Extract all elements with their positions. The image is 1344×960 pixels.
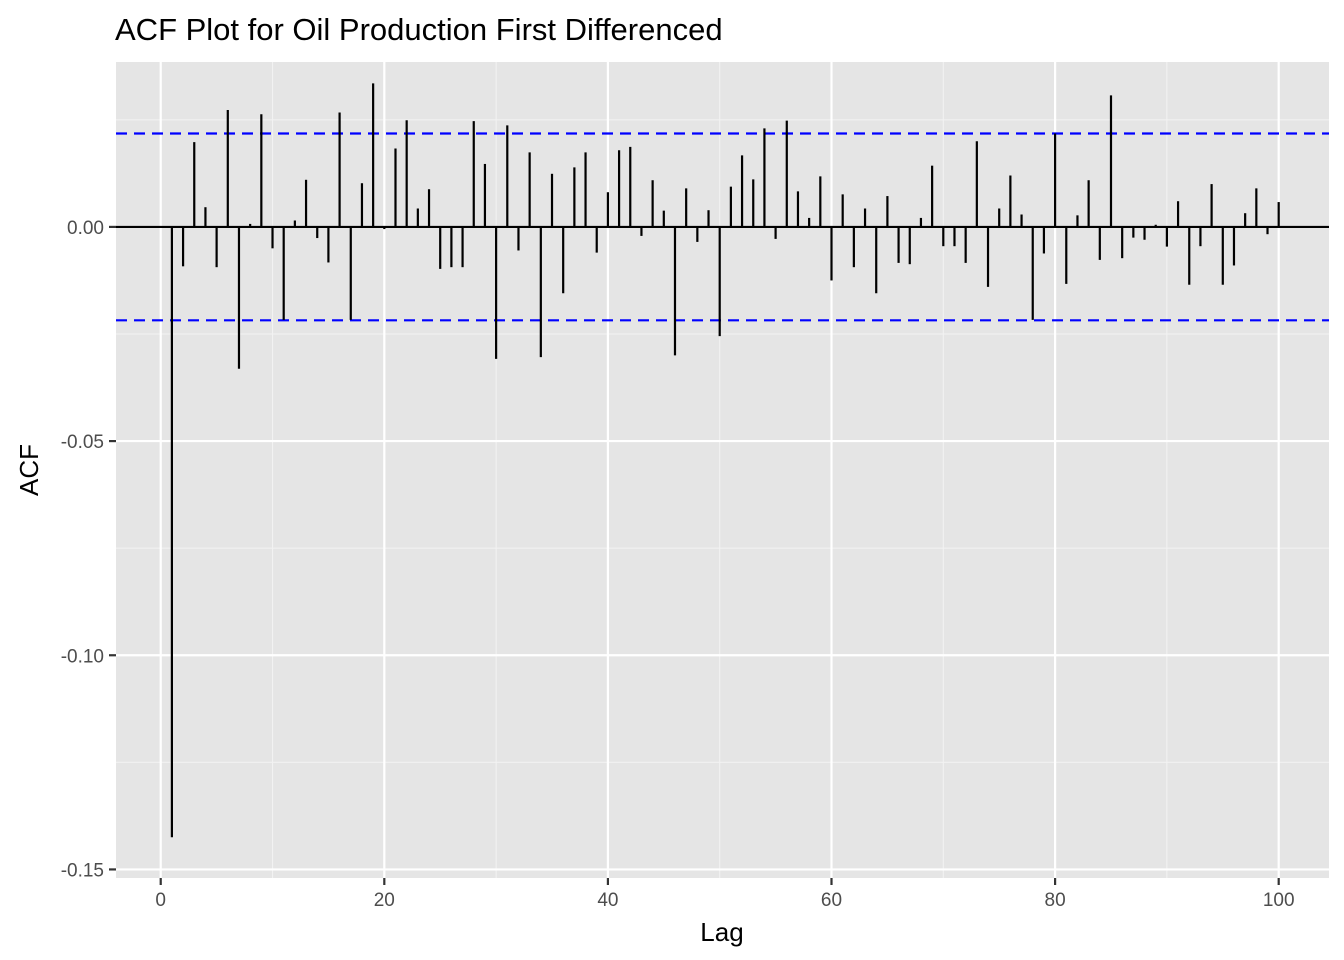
- x-tick-label: 80: [1045, 890, 1066, 911]
- x-axis-title: Lag: [700, 917, 743, 947]
- x-tick-label: 40: [597, 890, 618, 911]
- y-tick-label: -0.05: [61, 432, 104, 453]
- y-tick-label: -0.15: [61, 860, 104, 881]
- x-tick-label: 20: [374, 890, 395, 911]
- y-axis-title: ACF: [14, 444, 44, 496]
- y-tick-label: 0.00: [67, 218, 104, 239]
- acf-bars: [170, 83, 1280, 838]
- y-tick-label: -0.10: [61, 646, 104, 667]
- plot-panel: [116, 62, 1329, 878]
- x-tick-label: 100: [1263, 890, 1295, 911]
- chart-title: ACF Plot for Oil Production First Differ…: [115, 12, 723, 47]
- x-tick-label: 0: [155, 890, 166, 911]
- confidence-bounds: [116, 132, 1329, 322]
- y-axis-ticks: -0.15 -0.10 -0.05 0.00: [61, 218, 116, 881]
- x-tick-label: 60: [821, 890, 842, 911]
- minor-gridlines: [116, 62, 1329, 878]
- x-axis-ticks: 0 20 40 60 80 100: [155, 878, 1295, 911]
